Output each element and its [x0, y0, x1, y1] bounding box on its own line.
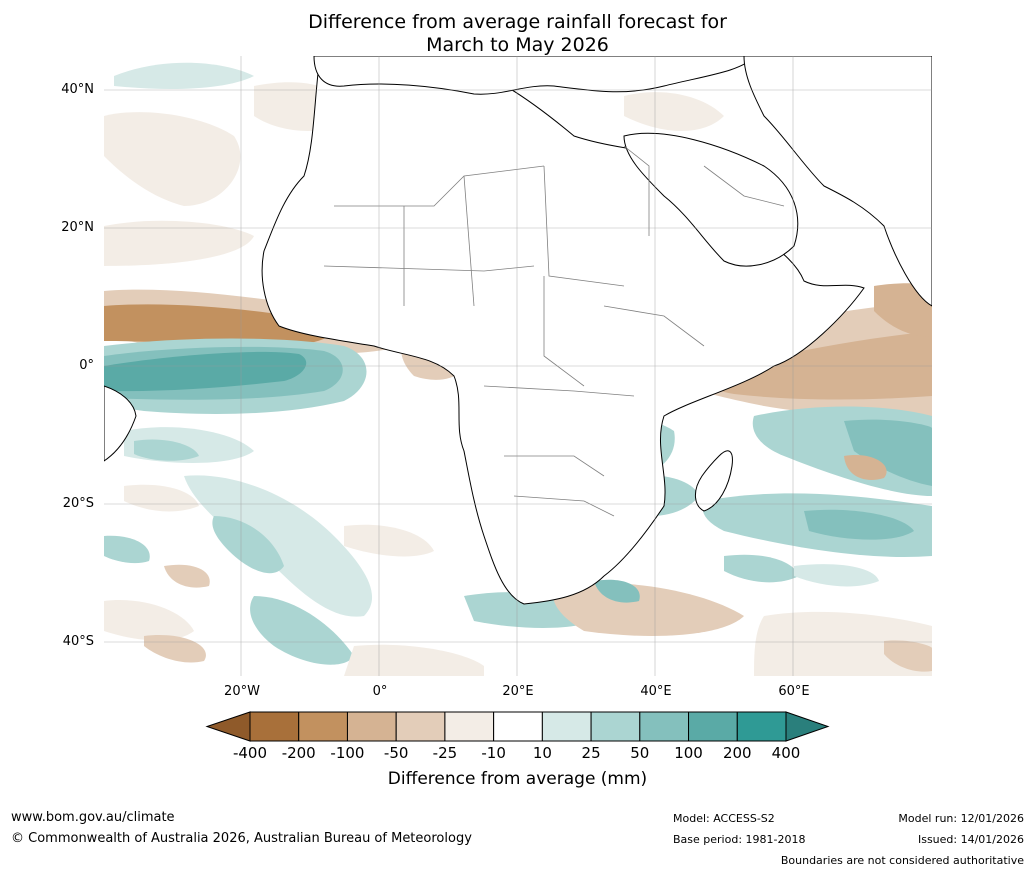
footer-base-period: Base period: 1981-2018: [673, 833, 806, 846]
asia-landmass: [743, 56, 932, 307]
anomaly-patch: [114, 62, 254, 89]
legend-tick-label: -200: [281, 744, 316, 762]
anomaly-patch: [212, 516, 284, 574]
madagascar: [695, 450, 733, 512]
land-mask: [104, 56, 932, 605]
anomaly-patch: [552, 582, 744, 636]
legend-title: Difference from average (mm): [387, 769, 648, 789]
anomaly-patch: [134, 439, 199, 461]
legend-tick-label: 25: [581, 744, 601, 762]
lat-label-20n: 20°N: [61, 220, 94, 235]
legend-tick-label: -50: [383, 744, 409, 762]
anomaly-patch: [164, 564, 210, 588]
legend-tick-label: 200: [722, 744, 752, 762]
anomaly-patch: [724, 554, 799, 583]
anomaly-patch: [884, 640, 932, 672]
legend-under-arrow: [205, 711, 251, 742]
south-america-edge: [104, 385, 137, 462]
lon-label-20w: 20°W: [224, 684, 260, 699]
legend-swatch: [444, 711, 495, 742]
legend-over-arrow: [785, 711, 830, 742]
anomaly-patch: [794, 564, 879, 587]
legend-swatch: [395, 711, 446, 742]
anomaly-patch: [104, 351, 307, 392]
anomaly-patch: [104, 600, 194, 641]
legend-swatch: [541, 711, 592, 742]
legend-swatch: [346, 711, 397, 742]
anomaly-patch: [844, 419, 932, 486]
legend-swatch: [493, 711, 543, 742]
anomaly-patch: [624, 92, 724, 131]
footer-disclaimer: Boundaries are not considered authoritat…: [780, 854, 1024, 867]
footer-copyright: © Commonwealth of Australia 2026, Austra…: [11, 831, 472, 846]
lat-label-40s: 40°S: [62, 634, 94, 649]
legend-swatch: [736, 711, 787, 742]
anomaly-patch: [704, 331, 932, 400]
country-borders: [323, 145, 785, 517]
legend-swatch: [688, 711, 738, 742]
map-title-line-2: March to May 2026: [426, 34, 609, 56]
anomaly-patch: [804, 509, 914, 540]
legend-tick-label: -400: [232, 744, 268, 762]
lat-label-40n: 40°N: [61, 82, 94, 97]
europe-landmass: [313, 56, 755, 95]
legend-swatch: [249, 711, 300, 742]
legend-swatch: [298, 711, 348, 742]
anomaly-patch: [250, 596, 354, 665]
footer-issued: Issued: 14/01/2026: [917, 833, 1024, 846]
lon-label-60e: 60°E: [778, 684, 810, 699]
anomaly-patch: [844, 455, 887, 480]
anomaly-patch: [754, 611, 932, 676]
legend-tick-label: 50: [630, 744, 650, 762]
map-title-line-1: Difference from average rainfall forecas…: [308, 11, 727, 33]
anomaly-patch: [344, 524, 434, 557]
lon-label-40e: 40°E: [640, 684, 672, 699]
anomaly-patch: [184, 475, 373, 617]
legend-colorbar: [205, 711, 830, 742]
rainfall-anomaly-map: [104, 56, 932, 676]
legend-swatch: [639, 711, 690, 742]
anomaly-patch: [124, 484, 199, 512]
footer-url[interactable]: www.bom.gov.au/climate: [11, 810, 175, 825]
legend-tick-label: -100: [330, 744, 365, 762]
lat-label-20s: 20°S: [62, 496, 94, 511]
legend-tick-label: -25: [432, 744, 458, 762]
anomaly-patch: [874, 283, 932, 337]
lon-label-0: 0°: [372, 684, 388, 699]
legend-tick-label: -10: [481, 744, 506, 762]
legend-tick-label: 10: [532, 744, 552, 762]
anomaly-patch: [104, 220, 254, 266]
arabian-peninsula: [623, 132, 799, 267]
footer-model: Model: ACCESS-S2: [673, 812, 775, 825]
legend-tick-label: 100: [674, 744, 703, 762]
legend-tick-label: 400: [771, 744, 801, 762]
legend-swatch: [590, 711, 641, 742]
lat-label-equator: 0°: [79, 358, 94, 373]
anomaly-patch: [594, 579, 640, 603]
footer-model-run: Model run: 12/01/2026: [898, 812, 1024, 825]
anomaly-patch: [104, 112, 241, 206]
lon-label-20e: 20°E: [502, 684, 534, 699]
graticule: [104, 56, 932, 676]
anomaly-patch: [104, 535, 150, 564]
